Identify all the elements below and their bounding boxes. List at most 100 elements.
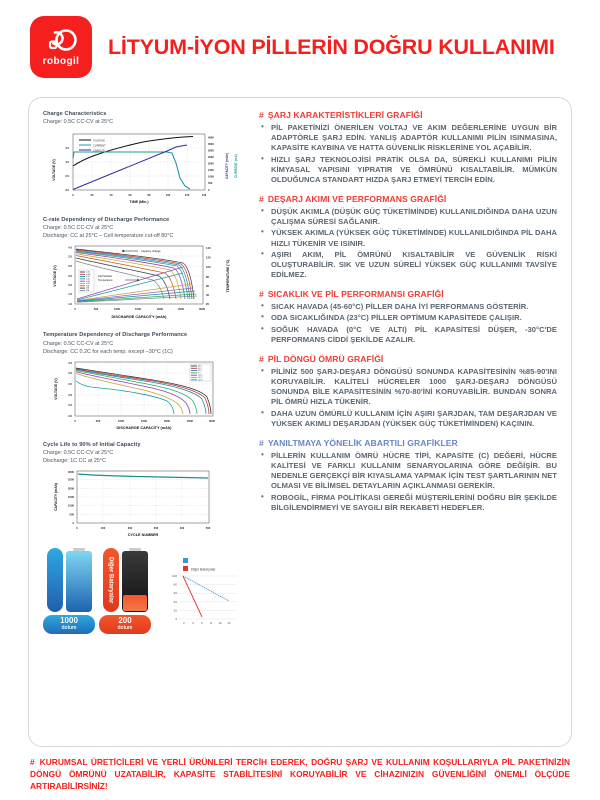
svg-text:4: 4 <box>192 621 194 625</box>
figure-title: Temperature Dependency of Discharge Perf… <box>43 332 188 339</box>
chart-exaggerated-comparison: Diğer Bataryalar <box>161 555 241 632</box>
figure-charge-characteristics: Charge Characteristics Charge: 0.5C CC-C… <box>43 110 249 208</box>
svg-text:0: 0 <box>74 419 76 423</box>
svg-text:VOLTAGE (V): VOLTAGE (V) <box>53 265 57 286</box>
section-bullets: PİL PAKETİNİZİ ÖNERİLEN VOLTAJ VE AKIM D… <box>259 122 557 186</box>
svg-text:3.0: 3.0 <box>65 188 69 192</box>
bullet-item: SOĞUK HAVADA (0°C VE ALTI) PİL KAPASİTES… <box>259 324 557 345</box>
svg-text:1000: 1000 <box>114 307 120 311</box>
hash-marker: # <box>259 437 264 448</box>
svg-text:100: 100 <box>172 574 177 578</box>
robogil-cycles-badge: 1000 dolum <box>43 615 95 635</box>
section-sarj-karakteristikleri: #ŞARJ KARAKTERİSTİKLERİ GRAFİĞİ PİL PAKE… <box>259 110 557 185</box>
svg-text:0: 0 <box>208 188 210 192</box>
svg-text:2500: 2500 <box>178 307 184 311</box>
svg-text:4.0: 4.0 <box>65 160 69 164</box>
svg-text:10A: 10A <box>86 285 90 288</box>
svg-text:3.0: 3.0 <box>68 393 72 397</box>
section-heading: # ŞARJ KARAKTERİSTİKLERİ GRAFİĞİ <box>259 110 557 120</box>
svg-text:500: 500 <box>206 526 211 530</box>
logo-wordmark: robogil <box>42 55 80 67</box>
svg-text:CAPACITY: CAPACITY <box>93 148 106 152</box>
chart-temperature-dependency: 60°C 45°C 25°C 0°C -10°C -20°C -30°C 2.0 2.… <box>43 359 249 433</box>
figure-subtitle-2: Discharge: CC 0.2C for each temp. except… <box>43 348 173 355</box>
svg-text:0: 0 <box>72 193 74 197</box>
section-heading: # SICAKLIK VE PİL PERFORMANSI GRAFİĞİ <box>259 289 557 299</box>
svg-text:500: 500 <box>96 419 101 423</box>
svg-text:VOLTAGE (V): VOLTAGE (V) <box>54 378 58 399</box>
svg-text:12: 12 <box>227 621 231 625</box>
svg-text:2000: 2000 <box>68 487 74 491</box>
logo-box: robogil <box>30 16 92 78</box>
svg-text:3000: 3000 <box>68 470 74 474</box>
svg-text:1.0: 1.0 <box>68 302 72 306</box>
svg-text:0.9A: 0.9A <box>86 275 90 278</box>
section-heading-text: PİL DÖNGÜ ÖMRÜ GRAFİĞİ <box>267 353 384 364</box>
svg-text:140: 140 <box>206 246 211 250</box>
svg-text:40: 40 <box>110 193 113 197</box>
svg-text:TEMPERATURE (°C): TEMPERATURE (°C) <box>226 260 230 293</box>
battery-cap <box>128 548 141 552</box>
hash-marker: # <box>259 289 264 300</box>
other-cycles-value: 200 <box>118 616 132 626</box>
svg-text:6: 6 <box>201 621 203 625</box>
other-cycles-badge: 200 dolum <box>99 615 151 635</box>
svg-text:3000: 3000 <box>209 419 215 423</box>
robogil-cycles-value: 1000 <box>60 616 78 626</box>
svg-text:40: 40 <box>206 293 209 297</box>
other-battery-cell <box>121 548 148 613</box>
battery-low-fill <box>122 595 147 612</box>
svg-text:4.0A: 4.0A <box>86 280 90 283</box>
battery-group-other: Diğer Bataryalar 200 dolum <box>99 548 151 635</box>
svg-text:120: 120 <box>206 256 211 260</box>
section-heading-text: DEŞARJ AKIMI VE PERFORMANS GRAFİĞİ <box>267 194 447 205</box>
svg-text:500: 500 <box>208 181 213 185</box>
svg-text:2500: 2500 <box>187 419 193 423</box>
bullet-item: YÜKSEK AKIMLA (YÜKSEK GÜÇ TÜKETİMİNDE) K… <box>259 227 557 248</box>
svg-text:2500: 2500 <box>208 155 214 159</box>
svg-text:80: 80 <box>174 583 178 587</box>
svg-text:8: 8 <box>210 621 212 625</box>
svg-text:40: 40 <box>174 600 178 604</box>
robogil-pill-label <box>46 548 63 613</box>
svg-text:DISCHARGE CAPACITY (mAh): DISCHARGE CAPACITY (mAh) <box>112 315 168 319</box>
chart-crate-dependency: 0.2A 0.45A 0.9A 2.0A 4.0A 6.7A 10A 20A 30A C… <box>43 243 249 323</box>
svg-text:140: 140 <box>202 193 207 197</box>
svg-text:1000: 1000 <box>208 174 214 178</box>
bullet-item: SICAK HAVADA (45-60°C) PİLLER DAHA İYİ P… <box>259 301 557 312</box>
svg-text:-10°C: -10°C <box>198 375 203 377</box>
hash-marker: # <box>259 194 264 205</box>
svg-text:0: 0 <box>74 307 76 311</box>
page-title: LİTYUM-İYON PİLLERİN DOĞRU KULLANIMI <box>108 34 555 59</box>
bullet-item: HIZLI ŞARJ TEKNOLOJİSİ PRATİK OLSA DA, S… <box>259 154 557 186</box>
svg-text:2.0A: 2.0A <box>86 278 90 281</box>
robogil-circles-logo <box>48 28 77 51</box>
svg-text:3.5: 3.5 <box>68 382 72 386</box>
svg-text:100: 100 <box>166 193 171 197</box>
bullet-item: PİLLERİN KULLANIM ÖMRÜ HÜCRE TİPİ, KAPAS… <box>259 450 557 492</box>
svg-text:2.5: 2.5 <box>68 274 72 278</box>
svg-text:Capacity-Voltage: Capacity-Voltage <box>141 249 161 253</box>
section-heading: # YANILTMAYA YÖNELİK ABARTILI GRAFİKLER <box>259 438 557 448</box>
section-heading-text: ŞARJ KARAKTERİSTİKLERİ GRAFİĞİ <box>267 110 423 120</box>
bullet-item: AŞIRI AKIM, PİL ÖMRÜNÜ KISALTABİLİR VE G… <box>259 249 557 281</box>
svg-text:CURRENT (mA): CURRENT (mA) <box>234 154 238 178</box>
svg-text:2.5: 2.5 <box>68 403 72 407</box>
svg-text:3.5: 3.5 <box>65 174 69 178</box>
svg-text:2000: 2000 <box>164 419 170 423</box>
svg-text:400: 400 <box>180 526 185 530</box>
svg-text:80: 80 <box>206 275 209 279</box>
svg-text:30A: 30A <box>86 289 90 292</box>
svg-text:VOLTAGE (V): VOLTAGE (V) <box>52 159 56 180</box>
svg-text:-20°C: -20°C <box>198 377 203 379</box>
battery-group-robogil: 1000 dolum <box>43 548 95 635</box>
svg-text:4.0: 4.0 <box>68 371 72 375</box>
svg-text:2500: 2500 <box>68 478 74 482</box>
other-cycles-unit: dolum <box>117 625 133 632</box>
svg-text:25°C: 25°C <box>198 370 203 372</box>
chart-cycle-life: 0 500 1000 1500 2000 2500 3000 0 100 200 <box>43 468 249 540</box>
svg-text:DISCHARGE CAPACITY (mAh): DISCHARGE CAPACITY (mAh) <box>117 426 173 430</box>
svg-text:1500: 1500 <box>68 495 74 499</box>
svg-text:-30°C: -30°C <box>198 379 203 381</box>
footer-text: KURUMSAL ÜRETİCİLERİ VE YERLİ ÜRÜNLERİ T… <box>30 757 570 791</box>
